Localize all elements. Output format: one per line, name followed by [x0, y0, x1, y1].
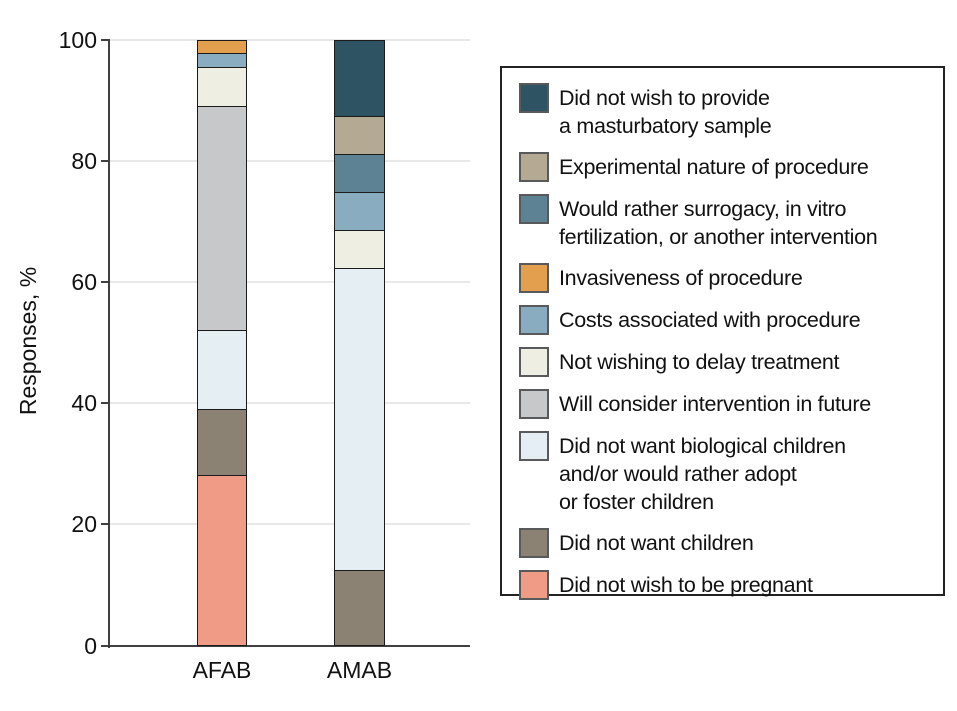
bar-amab	[334, 40, 385, 646]
bar-segment	[334, 229, 385, 269]
legend-label: Invasiveness of procedure	[559, 266, 803, 290]
y-tick-80	[101, 160, 108, 163]
legend-swatch	[519, 83, 549, 113]
bar-afab	[197, 40, 247, 646]
y-tick-20	[101, 523, 108, 526]
bar-segment	[197, 40, 247, 55]
legend-swatch	[519, 347, 549, 377]
legend-item-1: Experimental nature of procedure	[519, 152, 937, 182]
legend-swatch	[519, 263, 549, 293]
x-label-afab: AFAB	[192, 657, 252, 683]
legend-label: Experimental nature of procedure	[559, 155, 869, 179]
gridline-60	[108, 281, 470, 284]
gridline-80	[108, 160, 470, 163]
legend-swatch	[519, 194, 549, 224]
legend-item-4: Costs associated with procedure	[519, 305, 937, 335]
y-tick-label-0: 0	[84, 632, 97, 659]
legend-label: Did not wish to provide a masturbatory s…	[559, 86, 772, 138]
bar-segment	[334, 115, 385, 156]
y-tick-label-100: 100	[58, 27, 97, 53]
gridline-100	[108, 39, 470, 41]
legend-item-2: Would rather surrogacy, in vitro fertili…	[519, 194, 937, 251]
legend-swatch	[519, 431, 549, 461]
legend-swatch	[519, 389, 549, 419]
y-tick-label-60: 60	[71, 269, 97, 296]
legend-label: Did not want biological children and/or …	[559, 434, 846, 514]
bar-segment	[334, 153, 385, 193]
legend-swatch	[519, 528, 549, 558]
legend-label: Costs associated with procedure	[559, 308, 861, 332]
legend-item-6: Will consider intervention in future	[519, 389, 937, 419]
y-tick-0	[101, 644, 108, 647]
bar-segment	[197, 52, 247, 68]
bar-segment	[197, 474, 247, 646]
bar-segment	[334, 267, 385, 572]
legend-swatch	[519, 152, 549, 182]
legend-item-0: Did not wish to provide a masturbatory s…	[519, 83, 937, 140]
legend-item-8: Did not want children	[519, 528, 937, 558]
legend-swatch	[519, 305, 549, 335]
legend-swatch	[519, 570, 549, 600]
legend-item-3: Invasiveness of procedure	[519, 263, 937, 293]
y-tick-label-80: 80	[71, 148, 97, 175]
y-axis-line	[108, 39, 110, 648]
y-tick-40	[101, 402, 108, 405]
legend-label: Would rather surrogacy, in vitro fertili…	[559, 197, 878, 249]
bar-segment	[197, 329, 247, 410]
x-axis-line	[108, 644, 470, 647]
bar-segment	[197, 66, 247, 107]
legend-item-9: Did not wish to be pregnant	[519, 570, 937, 600]
legend-item-5: Not wishing to delay treatment	[519, 347, 937, 377]
bar-segment	[197, 105, 247, 332]
y-axis-title: Responses, %	[15, 266, 41, 416]
legend-label: Will consider intervention in future	[559, 392, 871, 416]
legend-label: Did not wish to be pregnant	[559, 573, 813, 597]
legend-label: Not wishing to delay treatment	[559, 350, 840, 374]
bar-segment	[334, 569, 385, 646]
x-label-amab: AMAB	[326, 657, 393, 683]
gridline-20	[108, 523, 470, 526]
legend: Did not wish to provide a masturbatory s…	[500, 66, 945, 600]
y-tick-label-40: 40	[71, 390, 97, 417]
y-tick-label-20: 20	[71, 511, 97, 538]
bar-segment	[197, 408, 247, 476]
legend-item-7: Did not want biological children and/or …	[519, 431, 937, 516]
legend-label: Did not want children	[559, 531, 754, 555]
y-tick-60	[101, 281, 108, 284]
bar-segment	[334, 40, 385, 118]
bar-segment	[334, 191, 385, 231]
gridline-40	[108, 402, 470, 405]
y-tick-100	[101, 39, 108, 41]
